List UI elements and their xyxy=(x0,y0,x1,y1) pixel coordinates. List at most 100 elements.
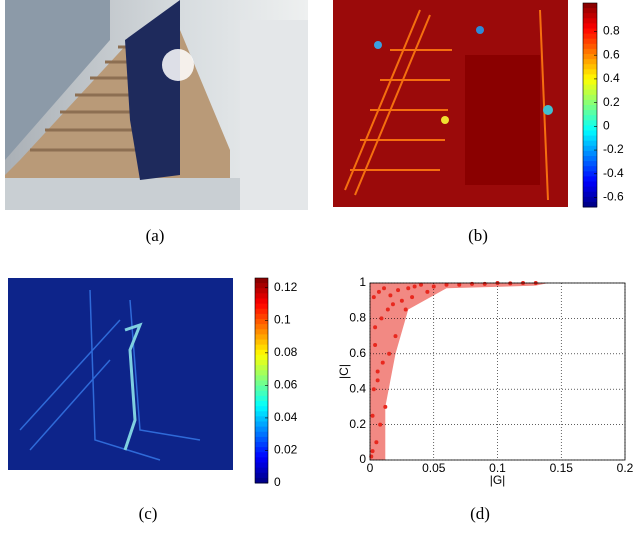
point xyxy=(396,288,400,292)
colorbar-cell xyxy=(583,176,597,182)
point xyxy=(432,285,436,289)
colorbar-cell xyxy=(255,478,268,484)
caption: (c) xyxy=(139,504,158,523)
colorbar-cell xyxy=(255,422,268,428)
tick-label: 0.02 xyxy=(274,443,298,457)
point xyxy=(376,370,380,374)
colorbar-cell xyxy=(583,85,597,91)
colorbar-cell xyxy=(255,411,268,417)
colorbar-cell xyxy=(255,365,268,371)
colorbar-cell xyxy=(583,156,597,162)
colorbar-cell xyxy=(255,473,268,479)
colorbar-cell xyxy=(255,437,268,443)
colorbar-cell xyxy=(583,59,597,65)
point xyxy=(379,316,383,320)
point xyxy=(373,343,377,347)
colorbar-cell xyxy=(255,386,268,392)
colorbar-cell xyxy=(583,161,597,167)
point xyxy=(382,286,386,290)
y-tick-label: 0.6 xyxy=(349,346,366,360)
caption: (b) xyxy=(468,226,488,245)
point xyxy=(372,295,376,299)
colorbar-cell xyxy=(583,23,597,29)
colorbar-b: 0.80.60.40.20-0.2-0.4-0.6 xyxy=(583,3,624,208)
point xyxy=(381,361,385,365)
point xyxy=(378,423,382,427)
colorbar-cell xyxy=(255,401,268,407)
colorbar-cell xyxy=(255,288,268,294)
colorbar-cell xyxy=(255,442,268,448)
colorbar-cell xyxy=(255,345,268,351)
colorbar-cell xyxy=(255,447,268,453)
colorbar-cell xyxy=(255,278,268,284)
x-tick-label: 0 xyxy=(367,461,374,475)
y-tick-label: 0.8 xyxy=(349,311,366,325)
colorbar-cell xyxy=(255,468,268,474)
colorbar-cell xyxy=(255,314,268,320)
x-tick-label: 0.15 xyxy=(550,461,574,475)
colorbar-cell xyxy=(255,416,268,422)
tick-label: 0.1 xyxy=(274,312,291,326)
colorbar-cell xyxy=(583,18,597,24)
point xyxy=(374,440,378,444)
colorbar-cell xyxy=(583,182,597,188)
point xyxy=(386,308,390,312)
colorbar-cell xyxy=(583,54,597,60)
colorbar-cell xyxy=(255,406,268,412)
colorbar-cell xyxy=(583,90,597,96)
tick-label: 0 xyxy=(274,475,281,489)
point xyxy=(376,378,380,382)
colorbar-cell xyxy=(583,131,597,137)
colorbar-cell xyxy=(255,299,268,305)
tick-label: -0.6 xyxy=(603,190,624,204)
photo xyxy=(5,0,308,210)
y-tick-label: 0.4 xyxy=(349,381,366,395)
tick-label: 0.08 xyxy=(274,345,298,359)
colorbar-cell xyxy=(255,340,268,346)
tick-label: 0.6 xyxy=(603,47,620,61)
colorbar-cell xyxy=(583,80,597,86)
colorbar-cell xyxy=(583,151,597,157)
colorbar-cell xyxy=(583,49,597,55)
colorbar-cell xyxy=(583,146,597,152)
colorbar-cell xyxy=(255,457,268,463)
y-tick-label: 0 xyxy=(359,452,366,466)
colorbar-cell xyxy=(583,115,597,121)
point xyxy=(483,282,487,286)
point xyxy=(425,290,429,294)
point xyxy=(394,334,398,338)
colorbar-cell xyxy=(583,120,597,126)
tick-label: -0.4 xyxy=(603,166,624,180)
colorbar-cell xyxy=(255,334,268,340)
colorbar-cell xyxy=(255,324,268,330)
colorbar-cell xyxy=(255,309,268,315)
colorbar-cell xyxy=(255,329,268,335)
tick-label: 0.04 xyxy=(274,410,298,424)
point xyxy=(387,352,391,356)
tick-label: 0.8 xyxy=(603,24,620,38)
colorbar-cell xyxy=(255,293,268,299)
point xyxy=(388,293,392,297)
colorbar-cell xyxy=(583,64,597,70)
point xyxy=(371,449,375,453)
point xyxy=(410,295,414,299)
heatmap-c xyxy=(8,278,233,470)
colorbar-cell xyxy=(583,95,597,101)
colorbar-cell xyxy=(255,355,268,361)
colorbar-cell xyxy=(583,34,597,40)
colorbar-cell xyxy=(583,69,597,75)
heatmap-b xyxy=(333,0,568,207)
colorbar-cell xyxy=(583,192,597,198)
colorbar-cell xyxy=(583,171,597,177)
x-tick-label: 0.05 xyxy=(422,461,446,475)
y-tick-label: 1 xyxy=(359,275,366,289)
colorbar-cell xyxy=(255,360,268,366)
caption: (a) xyxy=(146,226,165,245)
tick-label: 0.12 xyxy=(274,280,298,294)
point xyxy=(372,387,376,391)
point xyxy=(371,414,375,418)
colorbar-cell xyxy=(583,105,597,111)
colorbar-cell xyxy=(583,141,597,147)
point xyxy=(373,325,377,329)
colorbar-cell xyxy=(583,8,597,14)
